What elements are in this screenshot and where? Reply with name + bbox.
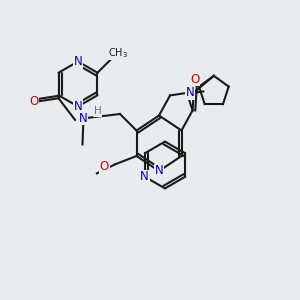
Text: N: N — [140, 170, 149, 183]
Text: N: N — [74, 100, 82, 113]
Text: N: N — [79, 112, 88, 125]
Text: O: O — [100, 160, 109, 173]
Text: N: N — [154, 164, 164, 178]
Text: O: O — [191, 73, 200, 86]
Text: CH$_3$: CH$_3$ — [109, 46, 128, 60]
Text: N: N — [185, 86, 194, 99]
Text: N: N — [74, 55, 82, 68]
Text: O: O — [29, 95, 38, 108]
Text: H: H — [94, 106, 101, 116]
